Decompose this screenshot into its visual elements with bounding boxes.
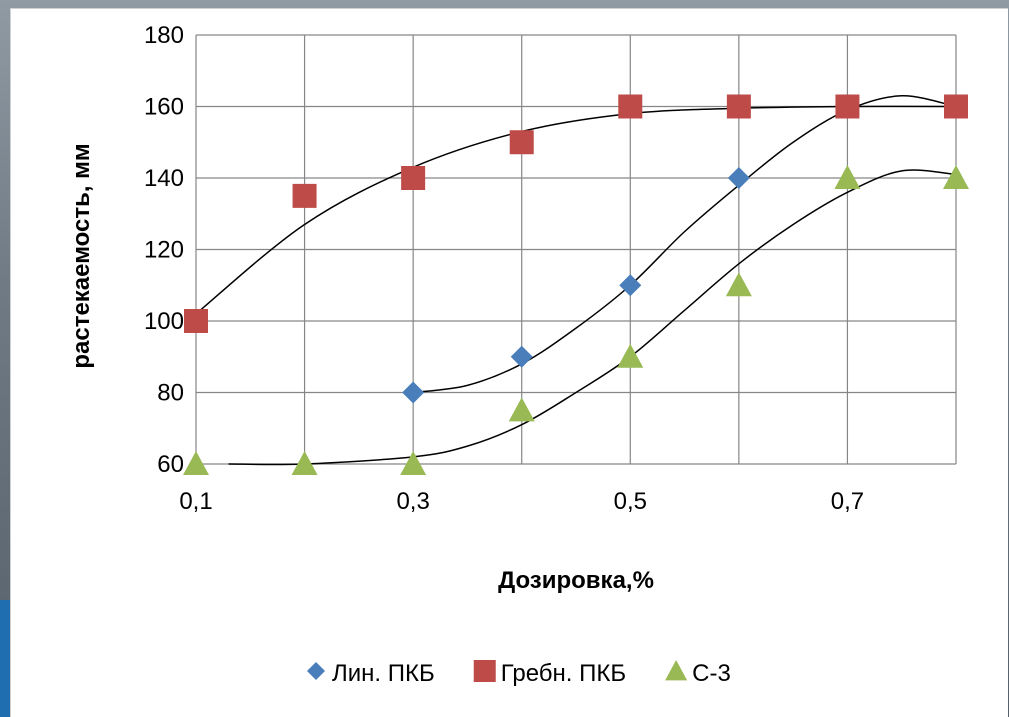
legend-marker (473, 660, 496, 682)
chart-panel: 60 80 100 120 140 160 180 0,1 0,3 0,5 0,7 Дозиров… (10, 8, 1008, 717)
data-point (944, 94, 968, 119)
data-point (401, 166, 426, 190)
y-tick-label: 120 (144, 237, 184, 264)
data-point (618, 94, 643, 119)
trendlines (195, 95, 957, 466)
data-point (619, 274, 642, 297)
y-tick-label: 100 (144, 308, 184, 335)
y-tick-label: 60 (157, 451, 184, 478)
data-point (510, 345, 533, 368)
y-axis-title: растекаемость, мм (68, 143, 95, 368)
x-tick-label: 0,1 (179, 488, 212, 515)
data-point (509, 130, 534, 155)
data-point (834, 165, 861, 190)
x-tick-label: 0,7 (831, 488, 864, 515)
x-axis-title: Дозировка,% (498, 567, 654, 594)
y-tick-labels: 60 80 100 120 140 160 180 (144, 22, 184, 478)
chart: 60 80 100 120 140 160 180 0,1 0,3 0,5 0,7 Дозиров… (68, 22, 969, 687)
data-markers (183, 94, 969, 476)
data-point (400, 451, 427, 476)
trendline (413, 95, 957, 394)
x-tick-label: 0,3 (396, 488, 429, 515)
legend-label: Лин. ПКБ (332, 660, 435, 687)
x-tick-label: 0,5 (614, 488, 647, 515)
data-point (835, 94, 860, 119)
y-tick-label: 160 (144, 94, 184, 121)
data-point (184, 309, 208, 333)
legend-label: Гребн. ПКБ (501, 660, 626, 687)
data-point (725, 272, 752, 297)
data-point (508, 397, 535, 422)
legend-marker (665, 660, 688, 681)
y-tick-label: 140 (144, 165, 184, 192)
data-point (402, 381, 425, 404)
legend: Лин. ПКБ Гребн. ПКБ С-3 (307, 660, 731, 687)
trendline (195, 105, 957, 315)
y-tick-label: 80 (157, 380, 184, 407)
data-point (617, 343, 644, 368)
y-tick-label: 180 (144, 22, 184, 49)
legend-marker (307, 662, 325, 680)
data-point (727, 167, 750, 189)
data-point (292, 183, 317, 208)
data-point (726, 94, 751, 119)
data-point (291, 451, 318, 476)
data-point (943, 165, 969, 190)
x-tick-labels: 0,1 0,3 0,5 0,7 (179, 488, 864, 515)
legend-label: С-3 (692, 660, 731, 687)
data-point (183, 451, 209, 476)
